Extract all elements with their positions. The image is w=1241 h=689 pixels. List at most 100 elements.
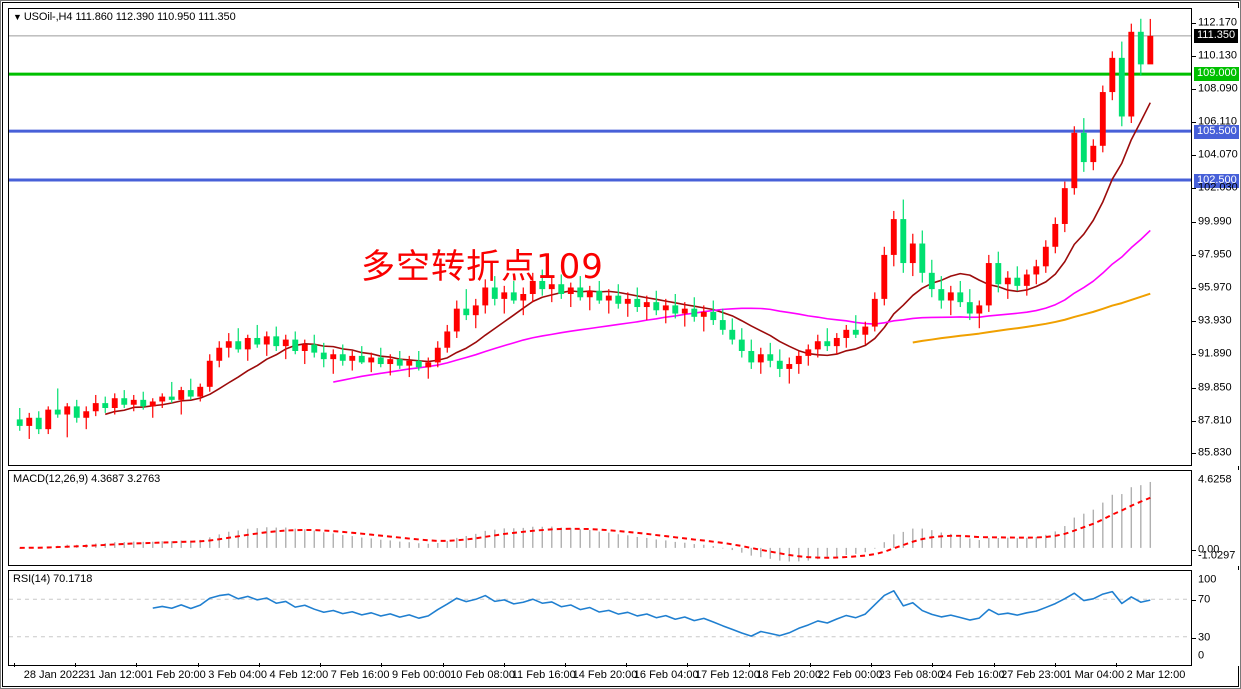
- candle: [786, 357, 793, 384]
- macd-scale[interactable]: 4.6258 0.00 -1.0297: [1192, 470, 1239, 566]
- candle-body: [862, 326, 869, 335]
- price-scale[interactable]: 112.170 111.350 110.130 109.000 108.090 106.1…: [1192, 8, 1239, 466]
- candle: [206, 354, 213, 392]
- macd-plot-area[interactable]: [9, 471, 1191, 565]
- macd-histogram-bar: [133, 541, 135, 548]
- price-scale-tick: [1192, 22, 1196, 24]
- macd-histogram-bar: [579, 529, 581, 548]
- candle-body: [273, 336, 280, 347]
- candle-body: [995, 263, 1002, 285]
- price-scale-tick: [1192, 421, 1196, 423]
- time-axis-label: 7 Feb 16:00: [330, 669, 390, 681]
- candle: [738, 328, 745, 358]
- candle: [862, 321, 869, 345]
- candle: [795, 351, 802, 374]
- candle: [643, 295, 650, 321]
- candle-body: [472, 305, 479, 316]
- candle: [843, 324, 850, 348]
- candle: [26, 412, 33, 439]
- time-axis-label: 1 Feb 20:00: [147, 669, 206, 681]
- rsi-plot-area[interactable]: [9, 571, 1191, 665]
- macd-pane[interactable]: MACD(12,26,9) 4.3687 3.2763: [8, 470, 1192, 566]
- macd-histogram-bar: [845, 547, 847, 556]
- price-level-line-109-000: [9, 72, 1191, 76]
- price-scale-label: 106.110: [1198, 115, 1237, 128]
- candle-body: [1080, 132, 1087, 163]
- macd-histogram-bar: [513, 528, 515, 548]
- macd-histogram-bar: [1064, 526, 1066, 548]
- collapse-icon[interactable]: ▼: [13, 12, 22, 22]
- candle: [273, 326, 280, 351]
- candle: [995, 251, 1002, 293]
- price-scale-label: 93.930: [1198, 314, 1232, 327]
- macd-histogram-bar: [1092, 509, 1095, 548]
- macd-histogram-bar: [152, 541, 154, 548]
- price-pane[interactable]: ▼ USOil-,H4 111.860 112.390 110.950 111.3…: [8, 8, 1192, 466]
- candle-body: [738, 339, 745, 351]
- time-axis-label: 10 Feb 08:00: [450, 669, 515, 681]
- macd-histogram-bar: [494, 529, 496, 548]
- rsi-pane[interactable]: RSI(14) 70.1718: [8, 570, 1192, 666]
- macd-histogram-bar: [731, 547, 733, 551]
- price-scale-badge-109-000: 109.000: [1194, 67, 1239, 82]
- candle: [482, 279, 489, 314]
- macd-histogram-bar: [940, 532, 942, 548]
- candle-body: [396, 359, 403, 366]
- macd-histogram-bar: [598, 531, 600, 548]
- candle: [263, 331, 270, 356]
- candle: [187, 378, 194, 400]
- rsi-scale[interactable]: 100 70 30 0: [1192, 570, 1239, 666]
- time-axis-tick: [258, 663, 260, 667]
- macd-histogram-bar: [446, 541, 448, 548]
- candle-wick: [418, 351, 420, 371]
- candle-wick: [256, 324, 258, 348]
- macd-histogram-bar: [313, 530, 315, 548]
- candle: [1090, 139, 1097, 171]
- candle: [605, 289, 612, 314]
- time-axis-label: 1 Mar 04:00: [1065, 669, 1125, 681]
- macd-histogram-bar: [693, 544, 695, 548]
- candle: [558, 274, 565, 299]
- candle-body: [92, 403, 99, 412]
- macd-histogram-bar: [722, 547, 724, 549]
- time-axis-label: 31 Jan 12:00: [83, 669, 148, 681]
- macd-histogram-bar: [1083, 513, 1085, 548]
- macd-histogram-bar: [807, 547, 809, 561]
- candle: [567, 282, 574, 308]
- candle-body: [83, 411, 90, 418]
- time-axis[interactable]: 28 Jan 2022 31 Jan 12:00 1 Feb 20:00 3 Feb …: [8, 663, 1192, 686]
- macd-histogram-bar: [266, 527, 268, 548]
- candle: [225, 333, 232, 358]
- macd-histogram-bar: [1026, 537, 1028, 548]
- candle-body: [301, 344, 308, 351]
- candle-body: [729, 329, 736, 340]
- candle-body: [700, 311, 707, 317]
- price-scale-tick: [1192, 155, 1196, 157]
- price-scale-label: 95.970: [1198, 281, 1232, 294]
- candle-body: [881, 254, 888, 299]
- candle-wick: [237, 328, 239, 353]
- candle: [434, 341, 441, 368]
- candle-body: [767, 354, 774, 361]
- macd-histogram-bar: [209, 537, 211, 548]
- candle: [691, 297, 698, 322]
- macd-histogram-bar: [969, 538, 971, 548]
- price-plot-area[interactable]: [9, 9, 1191, 465]
- time-axis-tick: [320, 663, 322, 667]
- macd-histogram-bar: [988, 537, 990, 548]
- price-scale-tick: [1192, 188, 1196, 190]
- macd-histogram-bar: [171, 541, 173, 548]
- candle-body: [1137, 31, 1144, 65]
- macd-histogram-bar: [1035, 536, 1038, 548]
- candle-body: [1109, 57, 1116, 93]
- price-level-line-102-500: [9, 178, 1191, 182]
- time-axis-label: 14 Feb 20:00: [572, 669, 638, 681]
- candle: [415, 351, 422, 371]
- candle: [852, 315, 859, 338]
- candle-wick: [627, 292, 629, 317]
- candle: [653, 290, 660, 316]
- macd-histogram-bar: [1121, 494, 1123, 548]
- candle: [548, 277, 555, 303]
- candle-wick: [190, 378, 192, 400]
- time-axis-tick: [1116, 663, 1117, 667]
